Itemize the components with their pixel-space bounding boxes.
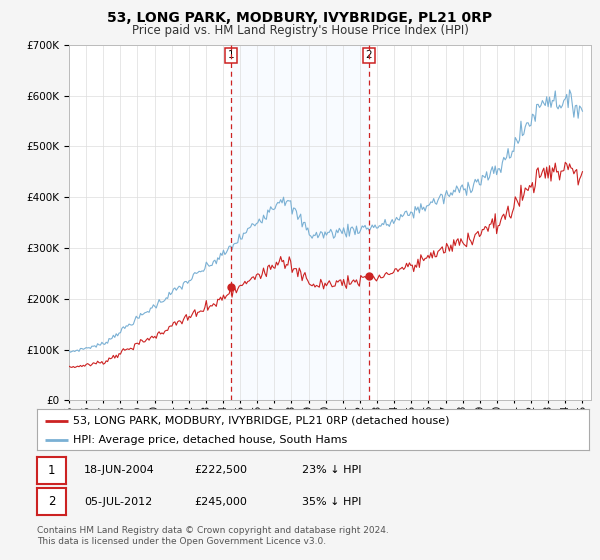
Text: £245,000: £245,000 xyxy=(194,497,247,507)
Text: 53, LONG PARK, MODBURY, IVYBRIDGE, PL21 0RP (detached house): 53, LONG PARK, MODBURY, IVYBRIDGE, PL21 … xyxy=(73,416,449,426)
Text: 53, LONG PARK, MODBURY, IVYBRIDGE, PL21 0RP: 53, LONG PARK, MODBURY, IVYBRIDGE, PL21 … xyxy=(107,11,493,25)
Text: 2: 2 xyxy=(48,495,55,508)
Text: 05-JUL-2012: 05-JUL-2012 xyxy=(84,497,152,507)
Text: 2: 2 xyxy=(365,50,372,60)
Text: This data is licensed under the Open Government Licence v3.0.: This data is licensed under the Open Gov… xyxy=(37,537,326,546)
Text: 18-JUN-2004: 18-JUN-2004 xyxy=(84,465,155,475)
Text: 1: 1 xyxy=(227,50,234,60)
Text: Price paid vs. HM Land Registry's House Price Index (HPI): Price paid vs. HM Land Registry's House … xyxy=(131,24,469,36)
Bar xyxy=(231,45,368,400)
Text: Contains HM Land Registry data © Crown copyright and database right 2024.: Contains HM Land Registry data © Crown c… xyxy=(37,526,389,535)
Text: 35% ↓ HPI: 35% ↓ HPI xyxy=(302,497,362,507)
Text: 1: 1 xyxy=(48,464,55,477)
Text: 23% ↓ HPI: 23% ↓ HPI xyxy=(302,465,362,475)
Text: HPI: Average price, detached house, South Hams: HPI: Average price, detached house, Sout… xyxy=(73,435,347,445)
Text: £222,500: £222,500 xyxy=(194,465,248,475)
